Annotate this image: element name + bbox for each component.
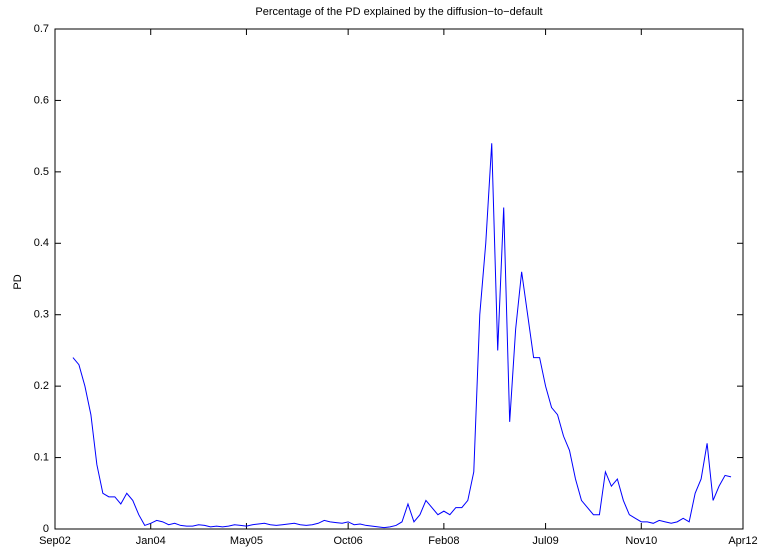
y-tick-label: 0.4: [34, 237, 49, 249]
chart-title: Percentage of the PD explained by the di…: [255, 6, 542, 18]
data-line: [72, 143, 732, 529]
y-tick-label: 0.5: [34, 166, 49, 178]
y-tick-label: 0.1: [34, 451, 49, 463]
y-tick-label: 0.6: [34, 94, 49, 106]
x-tick-label: Nov10: [625, 535, 657, 547]
x-tick-label: Feb08: [428, 535, 459, 547]
x-tick-label: Apr12: [728, 535, 757, 547]
x-tick-label: Sep02: [39, 535, 71, 547]
axes-box: [54, 28, 744, 530]
y-tick-label: 0: [43, 523, 49, 535]
x-tick-label: Jul09: [532, 535, 558, 547]
y-tick-label: 0.3: [34, 309, 49, 321]
y-axis-label: PD: [12, 274, 24, 289]
y-tick-label: 0.7: [34, 23, 49, 35]
y-tick-label: 0.2: [34, 380, 49, 392]
x-tick-label: Jan04: [136, 535, 166, 547]
x-tick-label: May05: [230, 535, 263, 547]
x-tick-label: Oct06: [333, 535, 362, 547]
